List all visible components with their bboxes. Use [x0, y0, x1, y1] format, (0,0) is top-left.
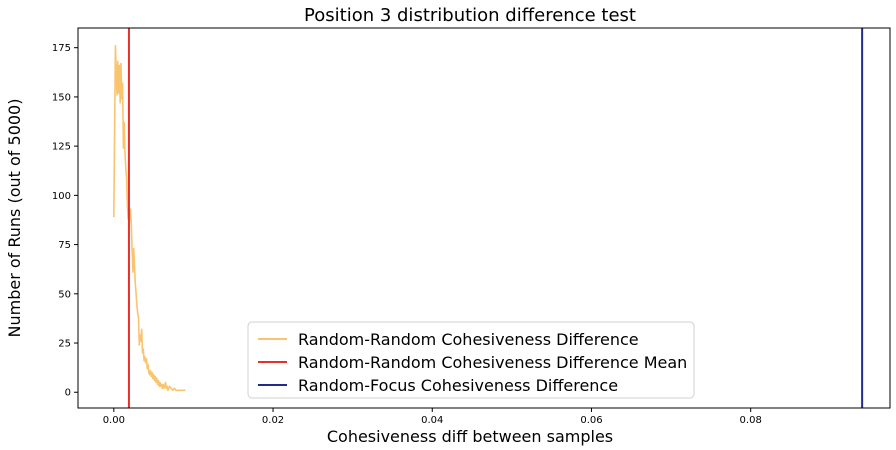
x-tick-label: 0.04 [421, 415, 443, 426]
legend: Random-Random Cohesiveness Difference Ra… [247, 321, 695, 399]
x-axis: 0.00 0.02 0.04 0.06 0.08 [103, 408, 762, 426]
legend-label-random-focus: Random-Focus Cohesiveness Difference [298, 376, 618, 395]
y-tick-label: 50 [58, 289, 71, 300]
chart-title: Position 3 distribution difference test [304, 5, 636, 26]
legend-label-random-random-mean: Random-Random Cohesiveness Difference Me… [298, 353, 687, 372]
y-axis: 0 25 50 75 100 125 150 175 [52, 43, 78, 399]
legend-box [247, 321, 695, 399]
series-line-random-random-cohesiveness-difference [113, 44, 186, 392]
y-tick-label: 175 [52, 43, 71, 54]
x-tick-label: 0.02 [262, 415, 284, 426]
y-tick-label: 25 [58, 339, 71, 350]
y-tick-label: 0 [65, 388, 71, 399]
y-axis-label: Number of Runs (out of 5000) [5, 99, 24, 338]
y-tick-label: 75 [58, 240, 71, 251]
y-tick-label: 150 [52, 92, 71, 103]
y-tick-label: 125 [52, 142, 71, 153]
y-tick-label: 100 [52, 191, 71, 202]
x-tick-label: 0.06 [580, 415, 602, 426]
plot-frame [77, 27, 891, 409]
legend-label-random-random: Random-Random Cohesiveness Difference [298, 330, 639, 349]
x-tick-label: 0.08 [740, 415, 762, 426]
x-axis-label: Cohesiveness diff between samples [327, 427, 613, 446]
x-tick-label: 0.00 [103, 415, 125, 426]
plot-area [113, 28, 864, 408]
